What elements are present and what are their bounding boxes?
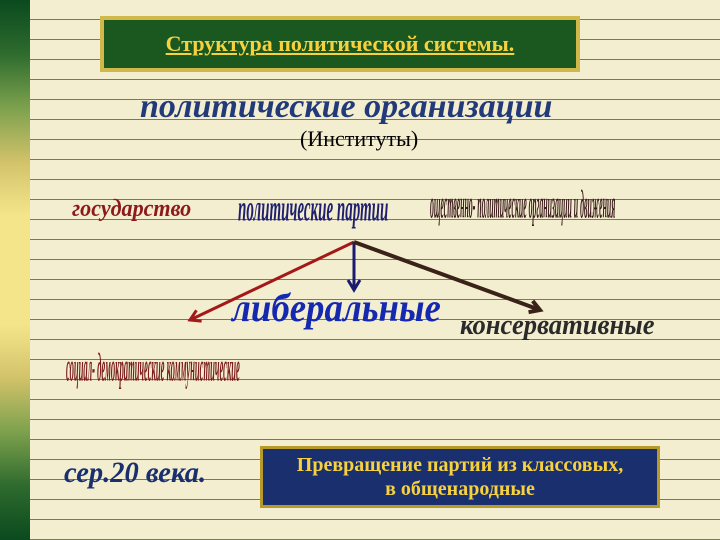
- slide-root: Структура политической системы. политиче…: [0, 0, 720, 540]
- footer-line1: Превращение партий из классовых,: [297, 453, 623, 477]
- section-subtitle: (Институты): [300, 126, 418, 152]
- left-gradient-border: [0, 0, 30, 540]
- footer-line2: в общенародные: [297, 477, 623, 501]
- label-state: государство: [72, 196, 191, 223]
- header-box: Структура политической системы.: [100, 16, 580, 72]
- label-social-orgs: ощественно- политические организации и д…: [430, 182, 615, 229]
- section-title: политические организации: [140, 88, 552, 126]
- label-conservative: консервативные: [460, 310, 655, 342]
- footer-box: Превращение партий из классовых, в общен…: [260, 446, 660, 508]
- label-liberal: либеральные: [232, 284, 441, 331]
- label-period: сер.20 века.: [64, 456, 206, 490]
- header-title: Структура политической системы.: [166, 31, 515, 57]
- label-socdem: социал- демократические коммунистические: [66, 345, 240, 392]
- label-political-parties: политические партии: [238, 188, 388, 231]
